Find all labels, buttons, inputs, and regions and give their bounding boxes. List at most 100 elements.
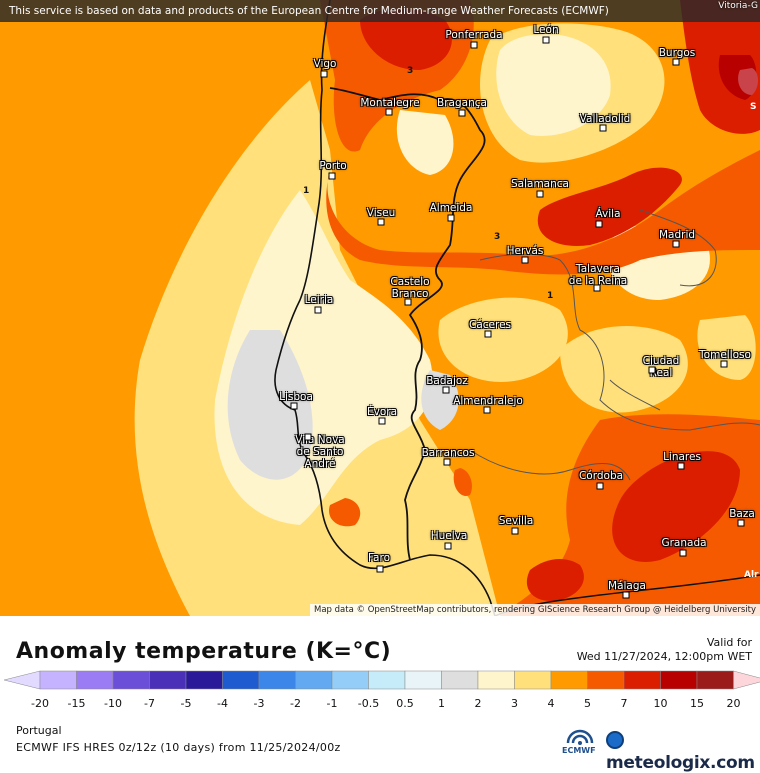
- scale-swatch: [259, 671, 296, 689]
- valid-date: Wed 11/27/2024, 12:00pm WET: [577, 650, 752, 663]
- contour-label: S: [750, 102, 756, 112]
- scale-swatch: [186, 671, 223, 689]
- contour-label: Alr: [744, 570, 759, 580]
- contour-label: 3: [494, 232, 500, 242]
- scale-swatch: [296, 671, 333, 689]
- scale-tick-label: 5: [584, 697, 591, 710]
- scale-tick-label: -15: [68, 697, 86, 710]
- color-scale-bar: [0, 670, 760, 690]
- city-label-linares: Linares: [663, 451, 701, 463]
- scale-tick-label: -4: [217, 697, 228, 710]
- city-label-evora: Évora: [367, 406, 397, 418]
- contour-label: 1: [547, 291, 553, 301]
- valid-for-label: Valid for: [707, 636, 752, 649]
- scale-tick-label: 10: [654, 697, 668, 710]
- city-label-avila: Ávila: [595, 208, 620, 220]
- meteologix-logo[interactable]: meteologix.com: [606, 731, 760, 773]
- city-label-salamanca: Salamanca: [511, 178, 569, 190]
- scale-tick-label: 20: [727, 697, 741, 710]
- scale-tick-label: 4: [548, 697, 555, 710]
- scale-swatch: [697, 671, 734, 689]
- scale-swatch: [442, 671, 479, 689]
- scale-swatch: [515, 671, 552, 689]
- brand-text: meteologix.com: [606, 753, 755, 773]
- scale-swatch: [369, 671, 406, 689]
- city-label-montalegre: Montalegre: [360, 97, 419, 109]
- scale-tick-label: -0.5: [358, 697, 379, 710]
- scale-tick-label: -3: [254, 697, 265, 710]
- scale-swatch: [332, 671, 369, 689]
- city-marker: [738, 520, 745, 527]
- city-marker: [680, 550, 687, 557]
- city-marker: [522, 257, 529, 264]
- city-marker: [445, 543, 452, 550]
- scale-swatch: [624, 671, 661, 689]
- data-source-banner: This service is based on data and produc…: [0, 0, 760, 22]
- scale-tick-label: -5: [181, 697, 192, 710]
- scale-tick-label: -2: [290, 697, 301, 710]
- model-run-info: ECMWF IFS HRES 0z/12z (10 days) from 11/…: [16, 741, 341, 754]
- anomaly-map: [0, 0, 760, 616]
- scale-swatch: [588, 671, 625, 689]
- city-marker: [673, 59, 680, 66]
- city-marker: [291, 403, 298, 410]
- city-label-valladolid: Valladolid: [580, 113, 631, 125]
- city-marker: [379, 418, 386, 425]
- scale-arrow-high: [734, 671, 760, 689]
- map-attribution[interactable]: Map data © OpenStreetMap contributors, r…: [310, 604, 760, 616]
- city-label-huelva: Huelva: [431, 530, 468, 542]
- scale-tick-label: 15: [690, 697, 704, 710]
- city-marker: [597, 483, 604, 490]
- city-marker: [721, 361, 728, 368]
- city-marker: [485, 331, 492, 338]
- scale-swatch: [150, 671, 187, 689]
- city-label-viseu: Viseu: [367, 207, 395, 219]
- city-marker: [673, 241, 680, 248]
- scale-swatch: [661, 671, 698, 689]
- scale-swatch: [113, 671, 150, 689]
- region-label: Portugal: [16, 724, 62, 737]
- scale-swatch: [223, 671, 260, 689]
- ecmwf-label: ECMWF: [562, 746, 596, 755]
- city-marker: [596, 221, 603, 228]
- scale-tick-label: 1: [438, 697, 445, 710]
- city-label-cordoba: Córdoba: [579, 470, 623, 482]
- map-panel[interactable]: This service is based on data and produc…: [0, 0, 760, 616]
- city-label-talavera: Talavera de la Reina: [569, 263, 627, 287]
- city-marker: [448, 215, 455, 222]
- city-label-braganca: Bragança: [437, 97, 487, 109]
- city-marker: [405, 299, 412, 306]
- city-label-madrid: Madrid: [659, 229, 695, 241]
- city-marker: [594, 285, 601, 292]
- city-label-faro: Faro: [368, 552, 390, 564]
- city-marker: [444, 459, 451, 466]
- scale-tick-label: -20: [31, 697, 49, 710]
- city-label-castelo-branco: Castelo Branco: [390, 276, 429, 300]
- city-marker: [305, 434, 312, 441]
- scale-swatch: [478, 671, 515, 689]
- city-label-tomelloso: Tomelloso: [699, 349, 751, 361]
- city-marker: [377, 566, 384, 573]
- city-marker: [471, 42, 478, 49]
- scale-swatch: [405, 671, 442, 689]
- legend-title: Anomaly temperature (K=°C): [16, 639, 391, 664]
- city-label-leon: León: [533, 24, 558, 36]
- city-label-porto: Porto: [319, 160, 346, 172]
- scale-tick-label: 3: [511, 697, 518, 710]
- city-label-granada: Granada: [661, 537, 706, 549]
- contour-label: 1: [303, 186, 309, 196]
- city-marker: [600, 125, 607, 132]
- city-label-barrancos: Barrancos: [422, 447, 475, 459]
- city-marker: [649, 367, 656, 374]
- scale-tick-label: 7: [621, 697, 628, 710]
- city-label-malaga: Málaga: [608, 580, 646, 592]
- city-marker: [329, 173, 336, 180]
- scale-swatch: [40, 671, 77, 689]
- city-label-ponferrada: Ponferrada: [445, 29, 502, 41]
- city-marker: [484, 407, 491, 414]
- city-marker: [512, 528, 519, 535]
- city-label-lisboa: Lisboa: [279, 391, 313, 403]
- city-marker: [459, 110, 466, 117]
- city-label-badajoz: Badajoz: [426, 375, 468, 387]
- city-label-almendralejo: Almendralejo: [453, 395, 523, 407]
